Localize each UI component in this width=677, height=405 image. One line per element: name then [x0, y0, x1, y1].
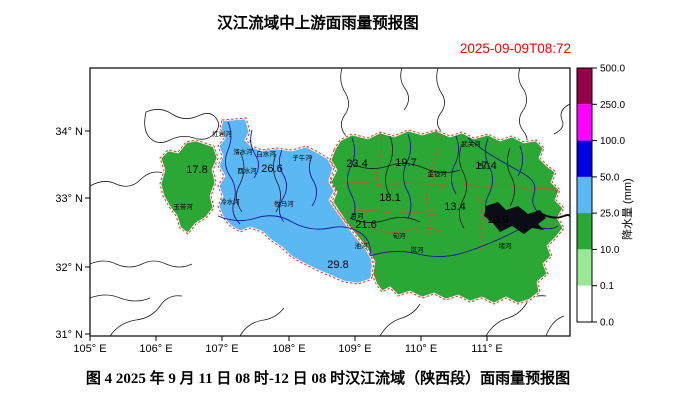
- legend-tick-label: 100.0: [600, 136, 625, 147]
- legend-segment: [577, 140, 592, 177]
- rivers: [217, 121, 559, 257]
- county-boundaries-inner: [236, 135, 515, 229]
- x-tick-label: 110° E: [405, 343, 437, 355]
- region-values: 17.8 26.6 23.4 19.7 17.4 18.1 13.4 21.6 …: [186, 157, 508, 271]
- region-value-label: 23.4: [346, 158, 367, 170]
- legend-frame: [576, 67, 593, 323]
- axis-ticks: [85, 130, 488, 341]
- legend-tick-label: 500.0: [600, 64, 625, 75]
- legend-segment: [577, 176, 592, 214]
- legend-segment: [577, 68, 592, 105]
- legend-segment: [577, 213, 592, 250]
- x-tick-label: 106° E: [139, 343, 172, 355]
- region-value-label: 26.6: [261, 163, 282, 175]
- legend-title: 降水量 (mm): [620, 178, 634, 240]
- river-name-label: 红岩河: [212, 129, 232, 138]
- subbasin-dividers: [337, 129, 561, 251]
- legend-segment: [577, 285, 592, 322]
- reservoir: [484, 202, 546, 234]
- x-tick-label: 111° E: [471, 343, 503, 355]
- river-name-label: 子午河: [292, 153, 312, 162]
- river-name-label: 酉水河: [237, 166, 257, 175]
- legend-tick-label: 10.0: [600, 245, 620, 256]
- x-tick-label: 105° E: [73, 343, 106, 355]
- river-name-label: 武关河: [461, 139, 481, 148]
- legend-tick-label: 0.0: [600, 318, 614, 329]
- river-name-label: 旬河: [393, 231, 407, 240]
- river-name-label: 白水河: [256, 149, 276, 158]
- river-name-label: 湑水河: [233, 147, 253, 156]
- legend-tick-label: 50.0: [600, 172, 620, 183]
- legend-colorbar: 500.0 250.0 100.0 50.0 25.0 10.0 0.1 0.0…: [576, 64, 634, 329]
- figure-title: 汉江流域中上游面雨量预报图: [217, 13, 419, 32]
- legend-tick-label: 25.0: [600, 209, 620, 220]
- legend-tick-label: 0.1: [600, 281, 614, 292]
- y-tick-label: 31° N: [55, 329, 83, 341]
- legend-tick-label: 250.0: [600, 100, 625, 111]
- river-name-label: 月河: [351, 212, 365, 220]
- y-tick-label: 32° N: [55, 262, 83, 274]
- region-value-label: 18.1: [379, 192, 400, 204]
- figure-caption: 图 4 2025 年 9 月 11 日 08 时-12 日 08 时汉江流域（陕…: [86, 369, 570, 387]
- x-tick-label: 109° E: [338, 343, 371, 355]
- river-name-label: 牧马河: [274, 199, 294, 208]
- river-name-label: 金钱河: [427, 169, 447, 178]
- legend-segment: [577, 249, 592, 286]
- river-name-label: 丹江: [478, 162, 492, 170]
- region-value-label: 13.4: [444, 201, 465, 213]
- region-value-label: 10.9: [487, 214, 508, 226]
- legend-segment: [577, 104, 592, 141]
- river-name-label: 堵河: [499, 241, 513, 250]
- region-value-label: 19.7: [395, 157, 416, 169]
- region-value-label: 17.4: [475, 160, 496, 172]
- timestamp: 2025-09-09T08:72: [460, 41, 571, 56]
- river-name-label: 岚河: [411, 246, 425, 254]
- y-tick-label: 34° N: [55, 126, 83, 138]
- region-value-label: 21.6: [355, 219, 376, 231]
- main-river-channel: [541, 213, 570, 219]
- river-name-label: 玉带河: [173, 203, 193, 211]
- x-tick-label: 107° E: [205, 343, 238, 355]
- y-tick-label: 33° N: [55, 193, 83, 205]
- x-tick-label: 108° E: [272, 343, 305, 355]
- map-content: 红岩河 湑水河 白水河 子午河 酉水河 牧马河 冷水河 玉带河 月河 池河 旬河…: [90, 68, 570, 336]
- region-value-label: 29.8: [327, 259, 348, 271]
- legend-ticks: [592, 67, 597, 323]
- river-name-label: 冷水河: [220, 197, 240, 206]
- river-name-label: 池河: [355, 241, 369, 250]
- river-labels: 红岩河 湑水河 白水河 子午河 酉水河 牧马河 冷水河 玉带河 月河 池河 旬河…: [173, 129, 512, 254]
- region-value-label: 17.8: [186, 164, 207, 176]
- county-boundaries: [90, 68, 570, 336]
